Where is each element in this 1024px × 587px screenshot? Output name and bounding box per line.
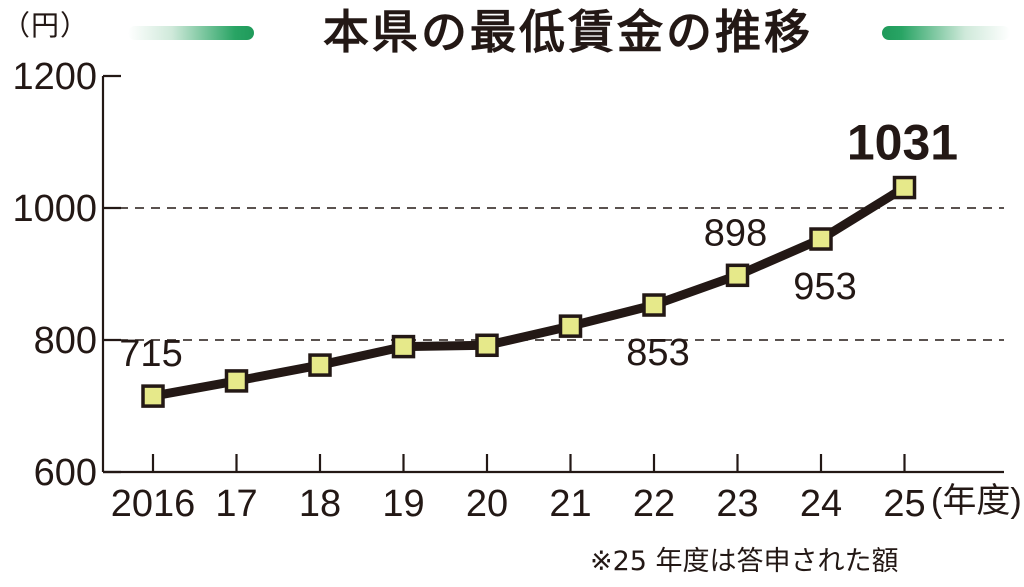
y-axis-unit: （円） — [2, 9, 90, 42]
x-tick-label-20: 20 — [466, 483, 508, 525]
x-tick-label-19: 19 — [382, 483, 424, 525]
title-accent-bar-left — [128, 26, 254, 40]
series-line — [148, 183, 909, 401]
y-tick-label-600: 600 — [34, 452, 97, 494]
chart-title: 本県の最低賃金の推移 — [323, 5, 813, 59]
data-point-24 — [809, 227, 833, 251]
data-point-17 — [224, 369, 249, 393]
data-label-715: 715 — [119, 333, 182, 375]
data-point-19 — [391, 334, 416, 359]
x-tick-label-25: 25 — [883, 483, 925, 525]
data-point-25 — [892, 175, 917, 200]
data-point-21 — [558, 314, 583, 338]
x-tick-label-2016: 2016 — [111, 483, 196, 525]
data-point-2016 — [141, 384, 165, 408]
x-tick-label-21: 21 — [549, 483, 591, 525]
y-tick-label-1000: 1000 — [12, 188, 97, 230]
x-tick-label-22: 22 — [633, 483, 675, 525]
y-tick-label-1200: 1200 — [12, 56, 97, 98]
data-point-23 — [725, 263, 750, 288]
chart-header: （円） 本県の最低賃金の推移 — [0, 0, 1024, 70]
x-tick-label-18: 18 — [299, 483, 341, 525]
data-label-1031: 1031 — [847, 115, 958, 171]
data-label-853: 853 — [626, 332, 689, 374]
data-point-22 — [642, 293, 666, 317]
y-tick-label-800: 800 — [34, 320, 97, 362]
x-tick-label-17: 17 — [215, 483, 257, 525]
title-accent-bar-right — [882, 26, 1010, 40]
x-tick-label-24: 24 — [800, 483, 842, 525]
footnote: ※25 年度は答申された額 — [590, 546, 899, 577]
data-label-953: 953 — [793, 266, 856, 308]
x-axis-unit: (年度) — [931, 482, 1022, 520]
data-label-898: 898 — [704, 212, 767, 254]
data-point-18 — [308, 353, 332, 377]
data-point-20 — [475, 333, 499, 358]
x-tick-label-23: 23 — [716, 483, 758, 525]
